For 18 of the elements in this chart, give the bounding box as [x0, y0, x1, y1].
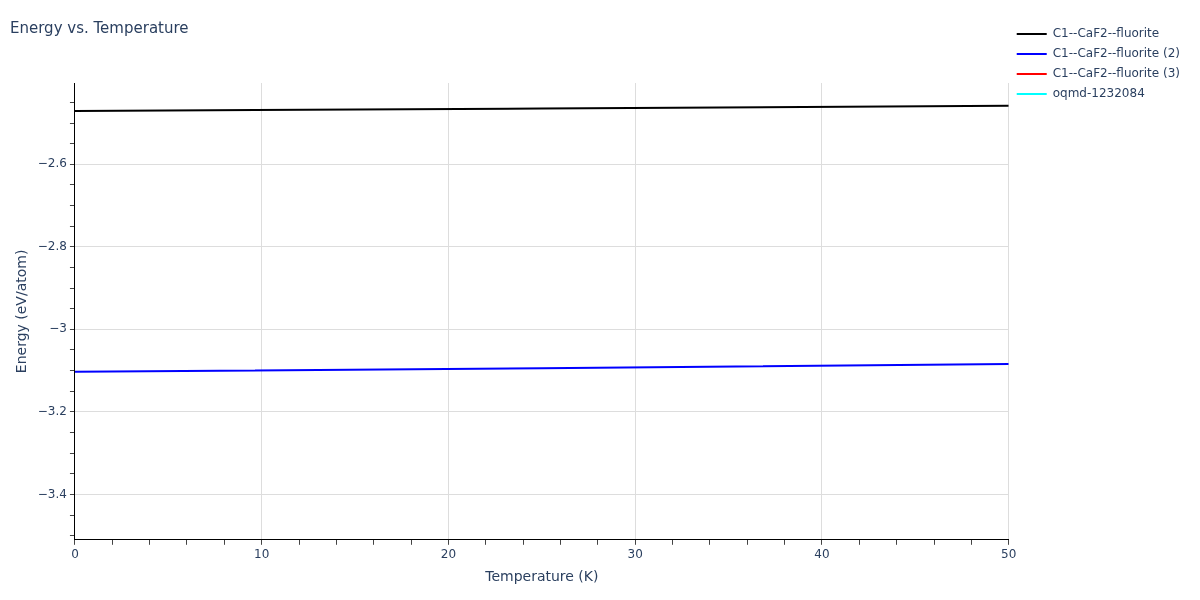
- y-axis-title: Energy (eV/atom): [13, 249, 30, 374]
- legend-label: C1--CaF2--fluorite (3): [1052, 66, 1180, 81]
- x-tick-label: 10: [254, 547, 270, 562]
- x-tick-label: 30: [627, 547, 643, 562]
- chart-title: Energy vs. Temperature: [10, 18, 189, 37]
- x-tick-label: 20: [440, 547, 457, 562]
- x-tick-label: 40: [814, 547, 830, 562]
- y-tick-label: −3.4: [37, 486, 67, 501]
- y-tick-label: −2.6: [37, 156, 67, 171]
- y-tick-label: −2.8: [37, 238, 67, 253]
- y-tick-label: −3.2: [37, 404, 67, 418]
- x-axis-title: Temperature (K): [484, 568, 599, 585]
- legend-label: oqmd-1232084: [1052, 86, 1145, 101]
- x-tick-label: 0: [71, 547, 79, 562]
- y-tick-label: −3: [49, 321, 67, 336]
- legend-label: C1--CaF2--fluorite: [1052, 26, 1160, 41]
- x-tick-label: 50: [1001, 547, 1017, 562]
- legend-label: C1--CaF2--fluorite (2): [1052, 46, 1180, 61]
